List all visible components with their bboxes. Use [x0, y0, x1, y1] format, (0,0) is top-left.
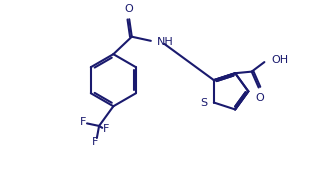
Text: F: F — [103, 124, 109, 134]
Text: F: F — [92, 138, 99, 147]
Text: O: O — [125, 3, 134, 13]
Text: S: S — [200, 98, 207, 108]
Text: NH: NH — [157, 37, 174, 47]
Text: F: F — [80, 117, 86, 127]
Text: O: O — [255, 93, 264, 103]
Text: OH: OH — [271, 54, 289, 65]
